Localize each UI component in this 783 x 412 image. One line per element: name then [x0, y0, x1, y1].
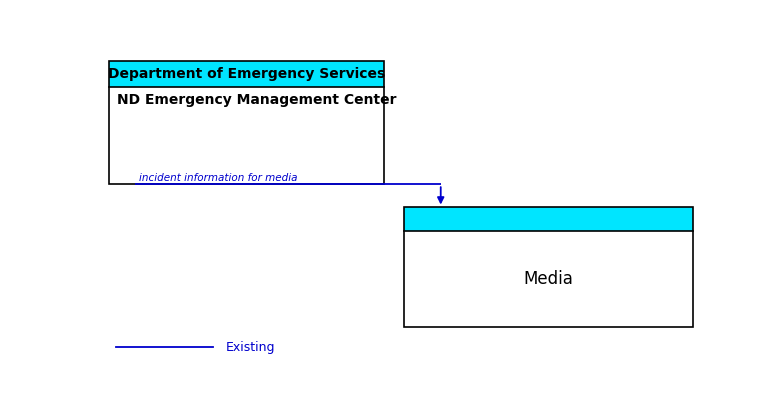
Text: ND Emergency Management Center: ND Emergency Management Center [117, 93, 396, 107]
Text: Media: Media [524, 270, 573, 288]
Text: Existing: Existing [226, 340, 275, 353]
Text: incident information for media: incident information for media [139, 173, 298, 183]
Bar [110, 61, 384, 184]
Bar [110, 61, 384, 87]
Bar [404, 207, 693, 231]
Text: Department of Emergency Services: Department of Emergency Services [108, 67, 385, 81]
Bar [404, 207, 693, 327]
